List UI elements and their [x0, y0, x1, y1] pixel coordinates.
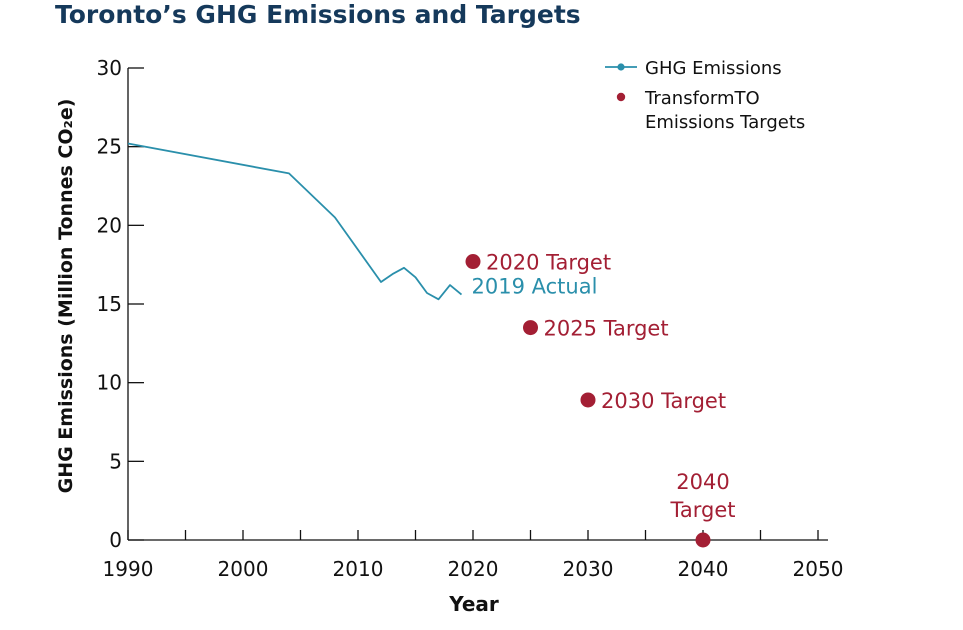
legend-label: TransformTO Emissions Targets: [644, 88, 805, 133]
legend-dot-swatch: [617, 63, 625, 71]
annotation-line: 2040: [676, 470, 729, 494]
annotation-line: Target: [670, 498, 736, 522]
annotation-label: 2020 Target: [486, 251, 611, 275]
legend-dot-swatch: [616, 92, 626, 102]
legend-label-line: Emissions Targets: [645, 112, 805, 133]
legend: GHG Emissions TransformTO Emissions Target…: [605, 58, 805, 133]
y-tick-label: 30: [97, 56, 122, 80]
y-tick-label: 10: [97, 371, 122, 395]
x-tick-label: 2040: [678, 557, 729, 581]
y-tick-label: 0: [109, 528, 122, 552]
target-point: [695, 532, 711, 548]
x-tick-label: 2020: [448, 557, 499, 581]
target-point: [465, 254, 481, 270]
series-layer: [127, 142, 711, 548]
y-tick-label: 15: [97, 292, 122, 316]
x-axis-label: Year: [448, 592, 499, 616]
annotation-label: 2019 Actual: [472, 275, 598, 299]
x-tick-label: 2000: [218, 557, 269, 581]
legend-label-line: TransformTO: [644, 88, 760, 109]
y-axis-label: GHG Emissions (Million Tonnes CO₂e): [55, 99, 77, 494]
legend-label: GHG Emissions: [645, 58, 782, 79]
annotation-label: 2025 Target: [544, 317, 669, 341]
emissions-line: [127, 142, 463, 301]
chart-title: Toronto’s GHG Emissions and Targets: [55, 0, 581, 29]
target-point: [580, 392, 596, 408]
x-tick-label: 1990: [103, 557, 154, 581]
y-tick-label: 25: [97, 135, 122, 159]
annotation-label: 2030 Target: [601, 389, 726, 413]
y-tick-label: 20: [97, 213, 122, 237]
axes: 0 5 10 15 20 25 30 1990 2000 2010 2020 2030 2040 2050: [97, 56, 844, 581]
annotation-label: 2040 Target: [670, 470, 736, 522]
y-tick-label: 5: [109, 449, 122, 473]
target-point: [523, 320, 538, 336]
x-tick-label: 2010: [333, 557, 384, 581]
x-tick-label: 2050: [793, 557, 844, 581]
x-tick-label: 2030: [563, 557, 614, 581]
